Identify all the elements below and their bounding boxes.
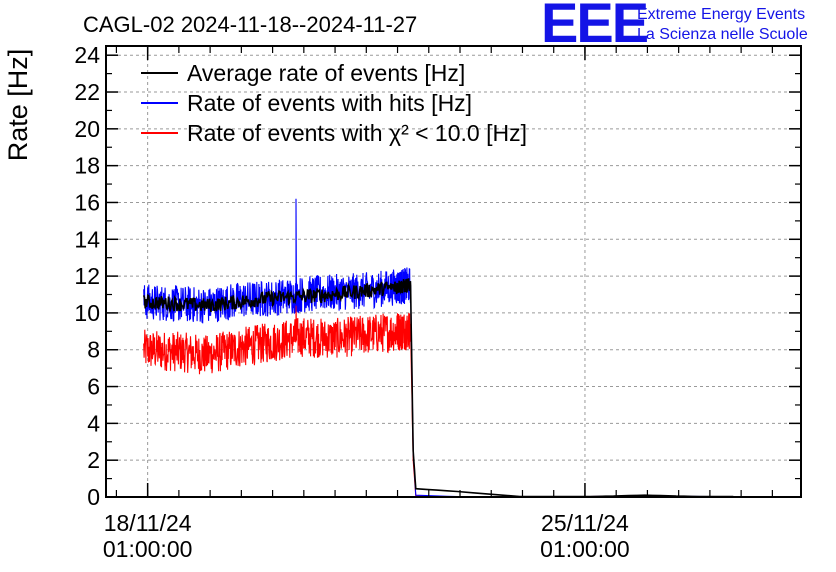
plot-frame (105, 45, 802, 498)
y-tick-label: 18 (74, 153, 100, 179)
legend-label: Rate of events with χ² < 10.0 [Hz] (187, 120, 527, 146)
legend-label: Average rate of events [Hz] (187, 60, 465, 86)
eee-logo: EEE Extreme Energy Events La Scienza nel… (541, 0, 808, 54)
eee-logo-line1: Extreme Energy Events (637, 6, 805, 23)
y-tick-label: 6 (87, 374, 100, 400)
y-tick-label: 10 (74, 300, 100, 326)
y-tick-label: 14 (74, 226, 100, 252)
series-line-1 (143, 198, 734, 498)
x-tick-date-label: 25/11/24 (541, 510, 629, 536)
y-tick-label: 24 (74, 42, 100, 68)
y-tick-label: 12 (74, 263, 100, 289)
y-tick-label: 20 (74, 116, 100, 142)
y-tick-label: 16 (74, 189, 100, 215)
grid-lines (106, 46, 801, 497)
x-tick-date-label: 18/11/24 (104, 510, 192, 536)
legend-label: Rate of events with hits [Hz] (187, 90, 472, 116)
axis-ticks: 02468101214161820222418/11/2401:00:0025/… (74, 42, 801, 562)
eee-logo-line2: La Scienza nelle Scuole (637, 26, 808, 43)
series-layer (142, 198, 734, 498)
y-tick-label: 22 (74, 79, 100, 105)
series-line-0 (142, 278, 734, 498)
y-axis-title: Rate [Hz] (3, 49, 33, 162)
y-tick-label: 4 (87, 410, 100, 436)
x-tick-time-label: 01:00:00 (103, 536, 193, 562)
chart-title: CAGL-02 2024-11-18--2024-11-27 (83, 12, 417, 37)
series-line-2 (143, 294, 734, 498)
y-tick-label: 8 (87, 337, 100, 363)
y-tick-label: 2 (87, 447, 100, 473)
y-tick-label: 0 (87, 484, 100, 510)
legend: Average rate of events [Hz] Rate of event… (141, 60, 527, 146)
x-tick-time-label: 01:00:00 (540, 536, 630, 562)
